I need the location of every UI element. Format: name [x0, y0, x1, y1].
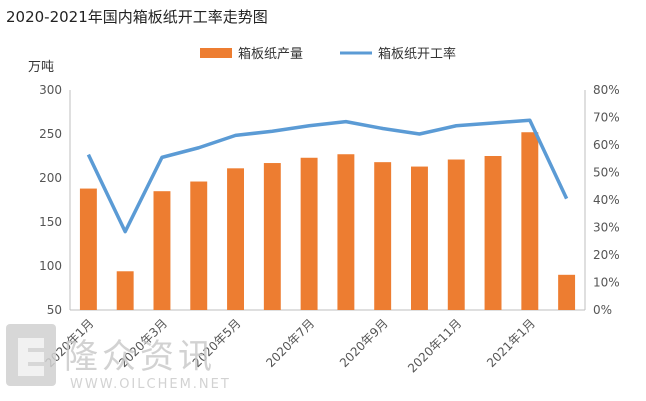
- bar: [79, 188, 97, 310]
- y2-tick-label: 80%: [593, 83, 620, 97]
- y-tick-label: 100: [39, 259, 62, 273]
- y2-tick-label: 40%: [593, 193, 620, 207]
- bar: [153, 191, 171, 310]
- series-line: [86, 118, 569, 234]
- legend: 箱板纸产量 箱板纸开工率: [200, 46, 456, 62]
- y2-tick-label: 20%: [593, 248, 620, 262]
- x-tick-label: 2020年7月: [263, 316, 317, 370]
- bar: [300, 157, 318, 310]
- y2-tick-label: 10%: [593, 276, 620, 290]
- bar: [116, 271, 134, 310]
- x-tick-label: 2020年1月: [43, 316, 97, 370]
- y-tick-label: 300: [39, 83, 62, 97]
- legend-label-bar: 箱板纸产量: [238, 46, 303, 62]
- x-tick-label: 2020年11月: [405, 316, 464, 375]
- bar: [484, 156, 502, 310]
- bar: [337, 154, 355, 310]
- y2-tick-label: 60%: [593, 138, 620, 152]
- y-tick-label: 200: [39, 171, 62, 185]
- x-tick-label: 2020年5月: [190, 316, 244, 370]
- y-tick-label: 150: [39, 215, 62, 229]
- x-tick-label: 2021年1月: [484, 316, 538, 370]
- bar: [190, 181, 208, 310]
- y-axis-unit: 万吨: [28, 60, 54, 75]
- bar: [411, 166, 428, 310]
- y-tick-label: 50: [47, 303, 62, 317]
- legend-label-line: 箱板纸开工率: [378, 46, 456, 62]
- legend-swatch-bar: [200, 48, 232, 58]
- bar-series: [79, 132, 576, 310]
- y2-tick-label: 50%: [593, 166, 620, 180]
- bar: [374, 162, 392, 310]
- y2-tick-label: 0%: [593, 303, 612, 317]
- bar: [447, 159, 465, 310]
- bar: [263, 163, 281, 310]
- y2-tick-label: 30%: [593, 221, 620, 235]
- bar: [227, 168, 244, 310]
- x-tick-label: 2020年3月: [116, 316, 170, 370]
- line-series: [86, 118, 569, 234]
- x-tick-label: 2020年9月: [337, 316, 391, 370]
- bar: [558, 274, 576, 310]
- bar: [521, 132, 539, 310]
- y2-tick-label: 70%: [593, 111, 620, 125]
- chart-title: 2020-2021年国内箱板纸开工率走势图: [6, 8, 268, 26]
- y-tick-label: 250: [39, 127, 62, 141]
